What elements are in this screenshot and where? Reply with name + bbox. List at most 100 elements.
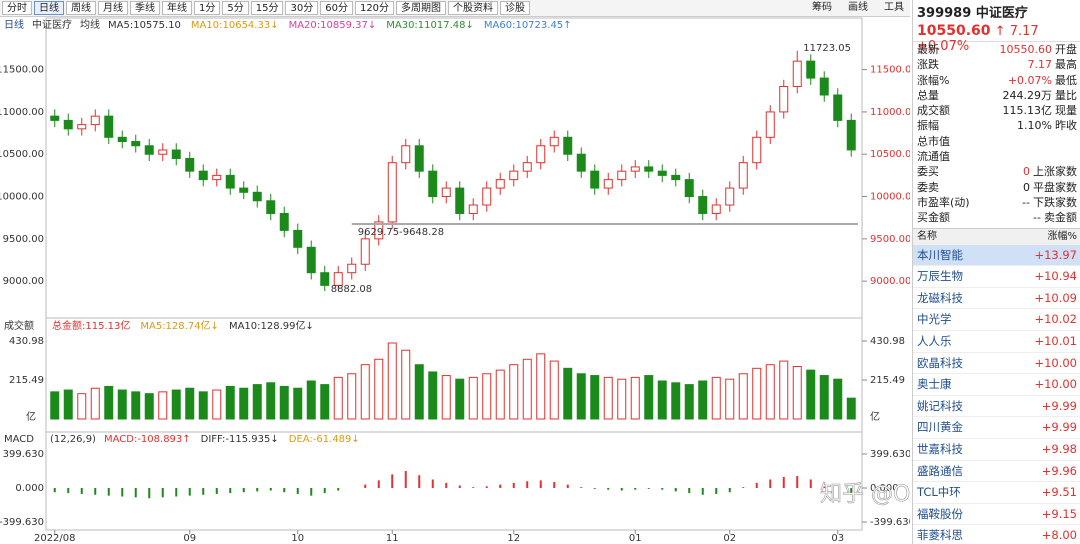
- volume-bar: [671, 382, 681, 420]
- volume-bar: [725, 378, 735, 420]
- quote-row: 委卖 0 平盘家数: [913, 180, 1080, 195]
- volume-bar: [779, 360, 789, 420]
- period-button[interactable]: 15分: [250, 1, 284, 15]
- tool-button[interactable]: 诊股: [500, 1, 531, 15]
- period-button[interactable]: 月线: [98, 1, 128, 15]
- candle-body: [90, 115, 100, 126]
- period-button[interactable]: 季线: [130, 1, 160, 15]
- candle-body: [644, 166, 654, 172]
- list-row[interactable]: 世嘉科技 +9.98: [913, 439, 1080, 461]
- candle-body: [603, 179, 613, 189]
- pct: +0.07%: [917, 39, 970, 54]
- quote-label2: 最低: [1055, 73, 1077, 87]
- quote-value: 0: [1023, 180, 1030, 194]
- volume-bar: [522, 358, 532, 420]
- volume-bar: [374, 358, 384, 420]
- volume-bar: [644, 375, 654, 420]
- period-button[interactable]: 年线: [162, 1, 192, 15]
- period-button[interactable]: 5分: [222, 1, 249, 15]
- volume-bar: [630, 376, 640, 420]
- y-tick-label: 10000.00: [0, 192, 44, 203]
- list-row[interactable]: 四川黄金 +9.99: [913, 417, 1080, 439]
- tool-button[interactable]: 个股资料: [448, 1, 499, 15]
- quote-label: 涨跌: [917, 58, 939, 72]
- stock-name: 四川黄金: [917, 420, 963, 435]
- tool-button[interactable]: 多周期图: [396, 1, 447, 15]
- panel-title: 成交额: [4, 319, 34, 332]
- candle-body: [239, 187, 249, 193]
- y-tick-label: 9000.00: [3, 276, 44, 287]
- list-row[interactable]: 欧晶科技 +10.00: [913, 353, 1080, 375]
- toolbar: 分时 日线 周线 月线 季线 年线 1分 5分 15分 30分 60分 120分 多周期图 个股资料 诊股 筹…: [0, 0, 910, 17]
- period-button[interactable]: 日线: [34, 1, 64, 15]
- candle-body: [212, 174, 222, 181]
- stock-pct: +10.09: [1034, 290, 1077, 305]
- volume-bar: [509, 364, 519, 420]
- candle-body: [333, 272, 343, 286]
- quote-label2: 卖金额: [1044, 211, 1077, 225]
- list-row[interactable]: 姚记科技 +9.99: [913, 396, 1080, 418]
- legend-item: MA10:128.99亿↓: [229, 319, 314, 332]
- period-button[interactable]: 周线: [66, 1, 96, 15]
- stock-pct: +10.01: [1034, 333, 1077, 348]
- quote-value: 244.29万: [1002, 88, 1053, 102]
- list-row[interactable]: 中光学 +10.02: [913, 309, 1080, 331]
- quote-value: --: [1033, 211, 1041, 225]
- stock-pct: +9.98: [1041, 441, 1077, 456]
- quote-row: 委买 0 上涨家数: [913, 164, 1080, 179]
- x-tick-label: 01: [629, 533, 642, 544]
- list-row[interactable]: 龙磁科技 +10.09: [913, 288, 1080, 310]
- candle-body: [576, 153, 586, 172]
- list-row[interactable]: 万辰生物 +10.94: [913, 266, 1080, 288]
- volume-bar: [414, 364, 424, 420]
- period-button[interactable]: 60分: [320, 1, 353, 15]
- volume-bar: [185, 387, 195, 420]
- candle-body: [306, 246, 316, 274]
- period-button[interactable]: 120分: [354, 1, 395, 15]
- candle-body: [833, 94, 843, 121]
- x-tick-label: 2022/08: [34, 533, 76, 544]
- list-row[interactable]: 人人乐 +10.01: [913, 331, 1080, 353]
- legend-item: MA5:10575.10: [108, 20, 181, 31]
- quote-value: +0.07%: [1007, 73, 1052, 87]
- candle-body: [738, 162, 748, 189]
- y-tick-label-right: 9500.00: [870, 234, 910, 245]
- candle-body: [630, 166, 640, 172]
- panel-params: (12,26,9): [50, 434, 96, 445]
- volume-bar: [563, 367, 573, 420]
- y-tick-label: 11500.00: [0, 65, 44, 76]
- candle-body: [779, 86, 789, 113]
- candle-body: [158, 149, 168, 155]
- x-tick-label: 10: [291, 533, 304, 544]
- toolbar-item[interactable]: 筹码: [812, 2, 832, 13]
- period-button[interactable]: 1分: [194, 1, 221, 15]
- volume-bar: [104, 385, 114, 420]
- quote-row: 总量 244.29万 量比: [913, 88, 1080, 103]
- quote-value: [979, 149, 1077, 164]
- volume-bar: [50, 391, 60, 420]
- candle-body: [185, 157, 195, 172]
- stock-name: 菲菱科思: [917, 528, 963, 543]
- period-button[interactable]: 分时: [2, 1, 32, 15]
- volume-bar: [387, 342, 397, 420]
- list-row[interactable]: 福鞍股份 +9.15: [913, 504, 1080, 526]
- candle-body: [536, 145, 546, 164]
- list-row[interactable]: 奥士康 +10.00: [913, 374, 1080, 396]
- quote-value: 115.13亿: [1002, 104, 1053, 118]
- list-row[interactable]: 菲菱科思 +8.00: [913, 525, 1080, 544]
- list-row[interactable]: TCL中环 +9.51: [913, 482, 1080, 504]
- quote-value: 10550.60: [999, 43, 1053, 56]
- candle-body: [104, 115, 114, 138]
- list-row[interactable]: 本川智能 +13.97: [913, 244, 1080, 267]
- volume-bar: [428, 371, 438, 420]
- period-button[interactable]: 30分: [285, 1, 319, 15]
- candle-body: [144, 145, 154, 155]
- candle-body: [320, 272, 330, 286]
- toolbar-item[interactable]: 画线: [848, 2, 868, 13]
- x-tick-label: 12: [507, 533, 520, 544]
- y-tick-label: 430.98: [9, 336, 44, 347]
- volume-bar: [482, 373, 492, 420]
- list-row[interactable]: 盛路通信 +9.96: [913, 461, 1080, 483]
- toolbar-item[interactable]: 工具: [884, 2, 904, 13]
- quote-label: 最新: [917, 43, 939, 56]
